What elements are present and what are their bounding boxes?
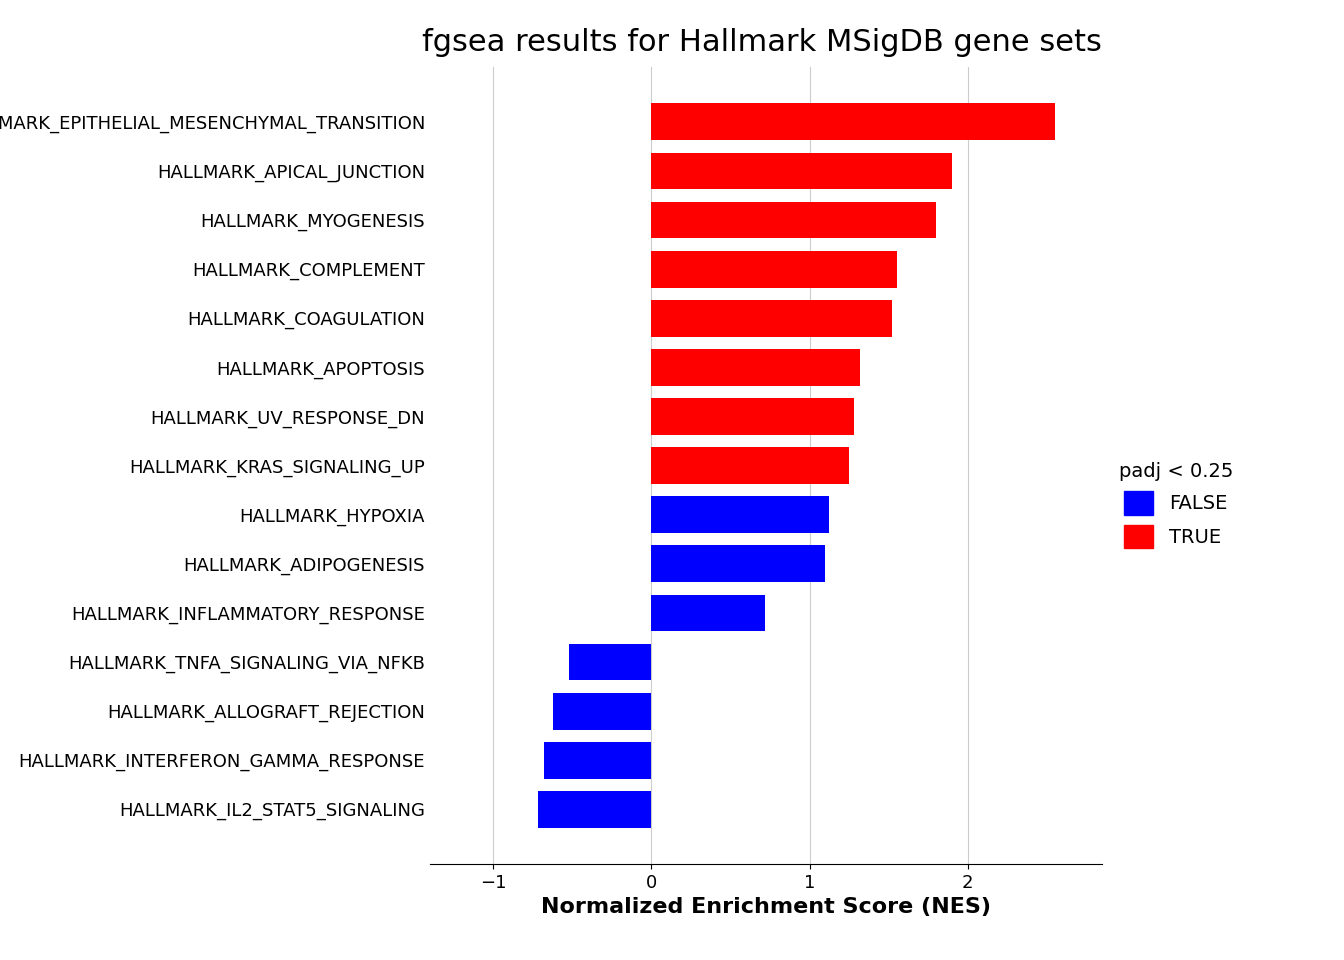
Bar: [538, 791, 652, 828]
Text: fgsea results for Hallmark MSigDB gene sets: fgsea results for Hallmark MSigDB gene s…: [422, 28, 1102, 57]
Legend: FALSE, TRUE: FALSE, TRUE: [1118, 463, 1232, 548]
Bar: [652, 104, 1055, 140]
Bar: [652, 202, 935, 238]
X-axis label: Normalized Enrichment Score (NES): Normalized Enrichment Score (NES): [542, 898, 991, 917]
Bar: [652, 545, 825, 582]
Bar: [652, 300, 892, 337]
Bar: [570, 643, 652, 681]
Bar: [652, 594, 765, 632]
Bar: [554, 693, 652, 730]
Bar: [652, 398, 853, 435]
Bar: [652, 251, 896, 288]
Bar: [652, 349, 860, 386]
Bar: [652, 153, 952, 189]
Bar: [652, 496, 828, 533]
Bar: [544, 742, 652, 779]
Bar: [652, 447, 849, 484]
